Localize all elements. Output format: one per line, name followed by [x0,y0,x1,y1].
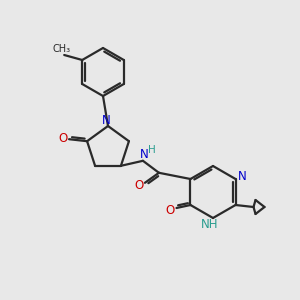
Text: N: N [102,115,110,128]
Text: CH₃: CH₃ [52,44,70,54]
Text: N: N [140,148,148,161]
Text: N: N [238,169,247,182]
Text: O: O [166,205,175,218]
Text: NH: NH [201,218,219,232]
Text: O: O [134,179,144,192]
Text: O: O [58,132,68,145]
Text: H: H [148,145,156,155]
